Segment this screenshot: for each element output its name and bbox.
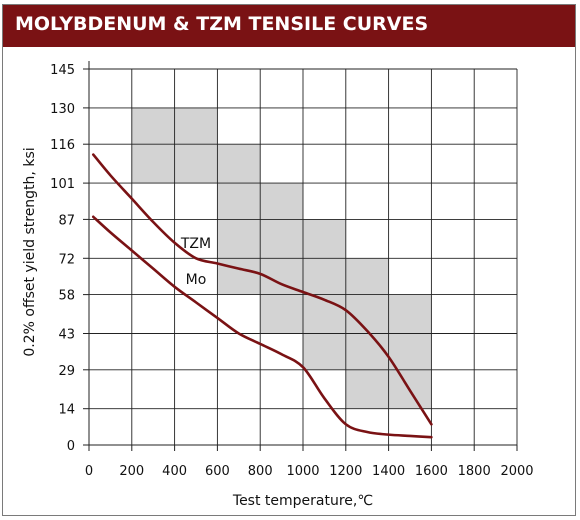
- x-tick-label-2: 400: [162, 464, 187, 479]
- y-tick-label-2: 29: [58, 364, 75, 379]
- y-tick-label-8: 116: [50, 138, 75, 153]
- y-tick-label-6: 87: [58, 213, 75, 228]
- series-line-tzm: [91, 153, 433, 426]
- series-label-tzm: TZM: [180, 236, 211, 252]
- x-tick-label-1: 200: [119, 464, 144, 479]
- y-tick-label-3: 43: [58, 327, 75, 342]
- x-tick-label-6: 1200: [329, 464, 362, 479]
- y-tick-label-5: 72: [58, 252, 75, 267]
- labels: TZM Mo: [180, 236, 211, 288]
- y-tick-label-0: 0: [67, 439, 75, 454]
- y-tick-label-10: 145: [50, 63, 75, 78]
- x-axis-label: Test temperature,℃: [232, 493, 373, 509]
- chart-title: MOLYBDENUM & TZM TENSILE CURVES: [15, 13, 429, 35]
- x-tick-label-0: 0: [85, 464, 93, 479]
- axes: 0 200 400 600 800 1000 1200 1400 1600 1800 2000 0 14…: [22, 61, 534, 509]
- x-tick-label-3: 600: [205, 464, 230, 479]
- x-tick-label-7: 1400: [372, 464, 405, 479]
- series-label-mo: Mo: [186, 272, 207, 288]
- grid: [89, 68, 518, 445]
- y-tick-label-7: 101: [50, 177, 75, 192]
- x-tick-label-9: 1800: [458, 464, 491, 479]
- y-tick-label-1: 14: [58, 403, 75, 418]
- x-tick-label-4: 800: [248, 464, 273, 479]
- y-axis-label: 0.2% offset yield strength, ksi: [22, 147, 38, 356]
- y-tick-label-4: 58: [58, 289, 75, 304]
- x-tick-label-5: 1000: [286, 464, 319, 479]
- title-bar: MOLYBDENUM & TZM TENSILE CURVES: [3, 5, 575, 47]
- y-tick-label-9: 130: [50, 102, 75, 117]
- series-line-mo: [91, 215, 433, 439]
- x-tick-label-10: 2000: [500, 464, 533, 479]
- series-lines: [91, 153, 433, 439]
- x-tick-label-8: 1600: [415, 464, 448, 479]
